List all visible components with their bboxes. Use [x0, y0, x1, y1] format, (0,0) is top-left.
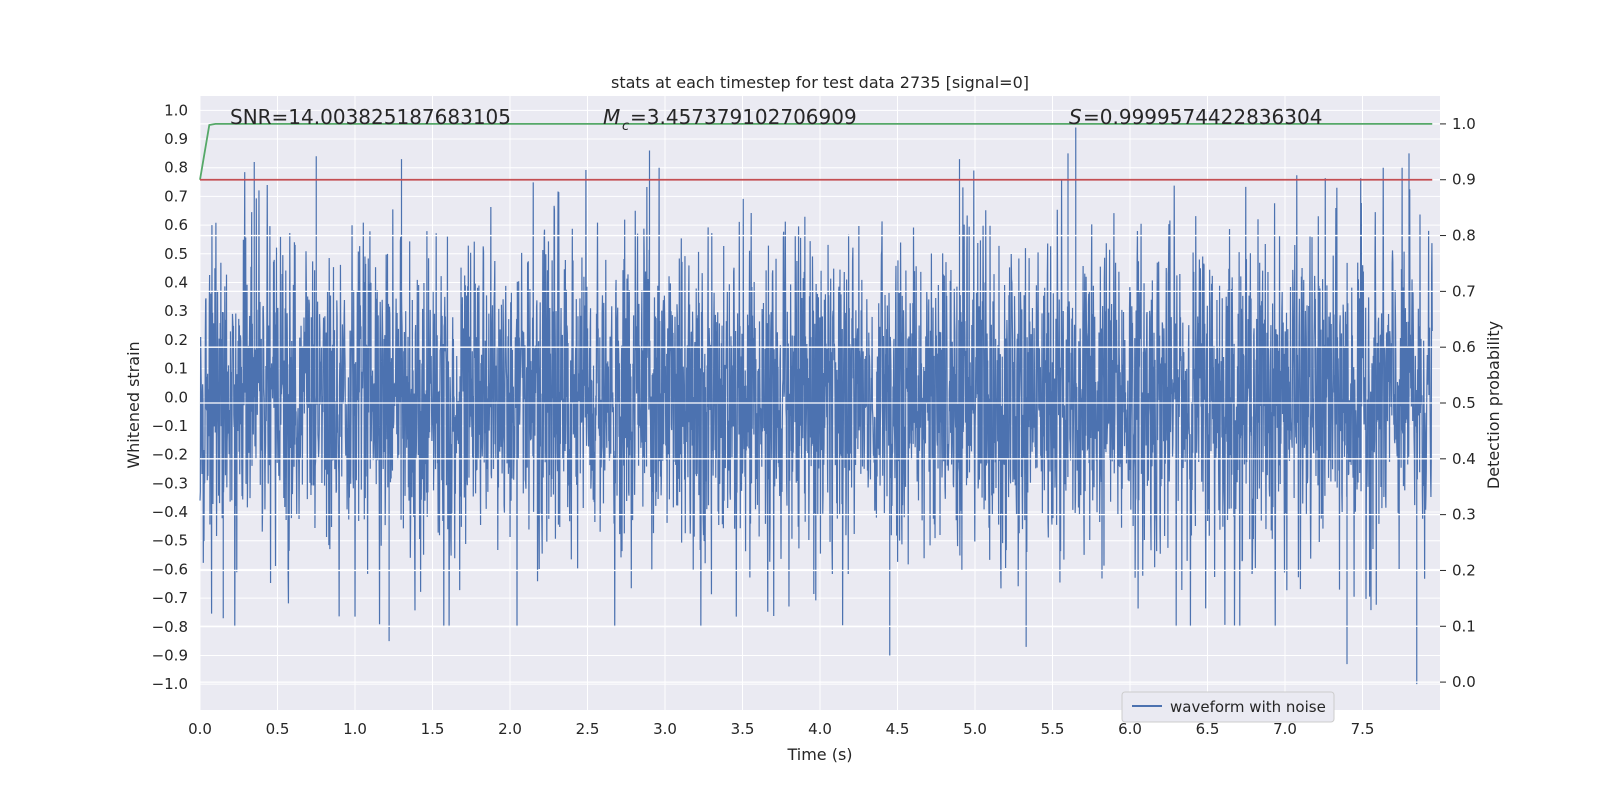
chart-title: stats at each timestep for test data 273…: [611, 73, 1029, 92]
y2-tick-label: 0.5: [1452, 394, 1476, 412]
svg-text:c: c: [622, 119, 629, 134]
y2-tick-label: 0.8: [1452, 227, 1476, 245]
svg-text:M: M: [603, 105, 620, 129]
y-tick-label: −1.0: [152, 675, 188, 693]
snr-annotation: SNR=14.003825187683105: [230, 105, 511, 129]
x-tick-label: 2.0: [498, 720, 522, 738]
x-tick-label: 0.5: [266, 720, 290, 738]
legend-label: waveform with noise: [1170, 698, 1326, 716]
mc-annotation: M c =3.457379102706909: [603, 105, 857, 134]
y-tick-label: 0.0: [164, 388, 188, 406]
x-tick-label: 1.5: [421, 720, 445, 738]
y2-axis-label: Detection probability: [1484, 321, 1503, 489]
y-tick-label: 0.3: [164, 302, 188, 320]
y2-tick-label: 0.3: [1452, 506, 1476, 524]
probability-line: [199, 123, 1433, 180]
y2-tick-label: 0.0: [1452, 673, 1476, 691]
y-tick-label: 0.4: [164, 273, 188, 291]
x-tick-label: 7.5: [1351, 720, 1375, 738]
y-tick-label: 0.2: [164, 331, 188, 349]
s-value: =0.9999574422836304: [1083, 105, 1322, 129]
x-tick-label: 4.5: [886, 720, 910, 738]
y-tick-label: 0.6: [164, 216, 188, 234]
y-tick-label: −0.2: [152, 446, 188, 464]
legend: waveform with noise: [1121, 691, 1335, 723]
legend-box: [1121, 691, 1335, 723]
y2-tick-label: 0.6: [1452, 338, 1476, 356]
y-tick-label: 1.0: [164, 101, 188, 119]
x-tick-label: 5.0: [963, 720, 987, 738]
y-tick-label: 0.9: [164, 130, 188, 148]
y-tick-label: −0.8: [152, 618, 188, 636]
x-tick-label: 6.5: [1196, 720, 1220, 738]
y-tick-label: −0.5: [152, 532, 188, 550]
y2-tick-label: 0.9: [1452, 171, 1476, 189]
y-tick-label: −0.9: [152, 646, 188, 664]
y2-tick-label: 0.4: [1452, 450, 1476, 468]
y-tick-label: −0.7: [152, 589, 188, 607]
y-tick-label: −0.4: [152, 503, 188, 521]
x-tick-label: 1.0: [343, 720, 367, 738]
x-tick-label: 2.5: [576, 720, 600, 738]
probability-lines: [199, 123, 1433, 181]
x-tick-label: 3.5: [731, 720, 755, 738]
y-tick-label: 0.8: [164, 159, 188, 177]
x-tick-label: 3.0: [653, 720, 677, 738]
y-tick-label: −0.1: [152, 417, 188, 435]
y2-tick-label: 0.1: [1452, 617, 1476, 635]
s-annotation: S =0.9999574422836304: [1069, 105, 1322, 129]
y-tick-label: 0.7: [164, 187, 188, 205]
x-tick-label: 6.0: [1118, 720, 1142, 738]
svg-text:S: S: [1069, 105, 1082, 129]
tick-labels: 0.0 0.5 1.0 1.5 2.0 2.5 3.0 3.5 4.0 4.5 5.0 5.5 6.0 6…: [152, 101, 1476, 738]
x-tick-label: 4.0: [808, 720, 832, 738]
x-axis-label: Time (s): [786, 745, 852, 764]
y2-tick-label: 0.7: [1452, 282, 1476, 300]
x-tick-label: 7.0: [1273, 720, 1297, 738]
y-tick-label: 0.5: [164, 245, 188, 263]
y-tick-label: −0.6: [152, 560, 188, 578]
y2-tick-label: 1.0: [1452, 115, 1476, 133]
mc-value: =3.457379102706909: [630, 105, 857, 129]
x-tick-label: 0.0: [188, 720, 212, 738]
y-axis-label: Whitened strain: [124, 341, 143, 468]
y2-tick-label: 0.2: [1452, 561, 1476, 579]
y-tick-label: 0.1: [164, 360, 188, 378]
x-tick-label: 5.5: [1041, 720, 1065, 738]
waveform-series: [199, 127, 1433, 685]
y-tick-label: −0.3: [152, 474, 188, 492]
waveform-line: [199, 127, 1433, 685]
